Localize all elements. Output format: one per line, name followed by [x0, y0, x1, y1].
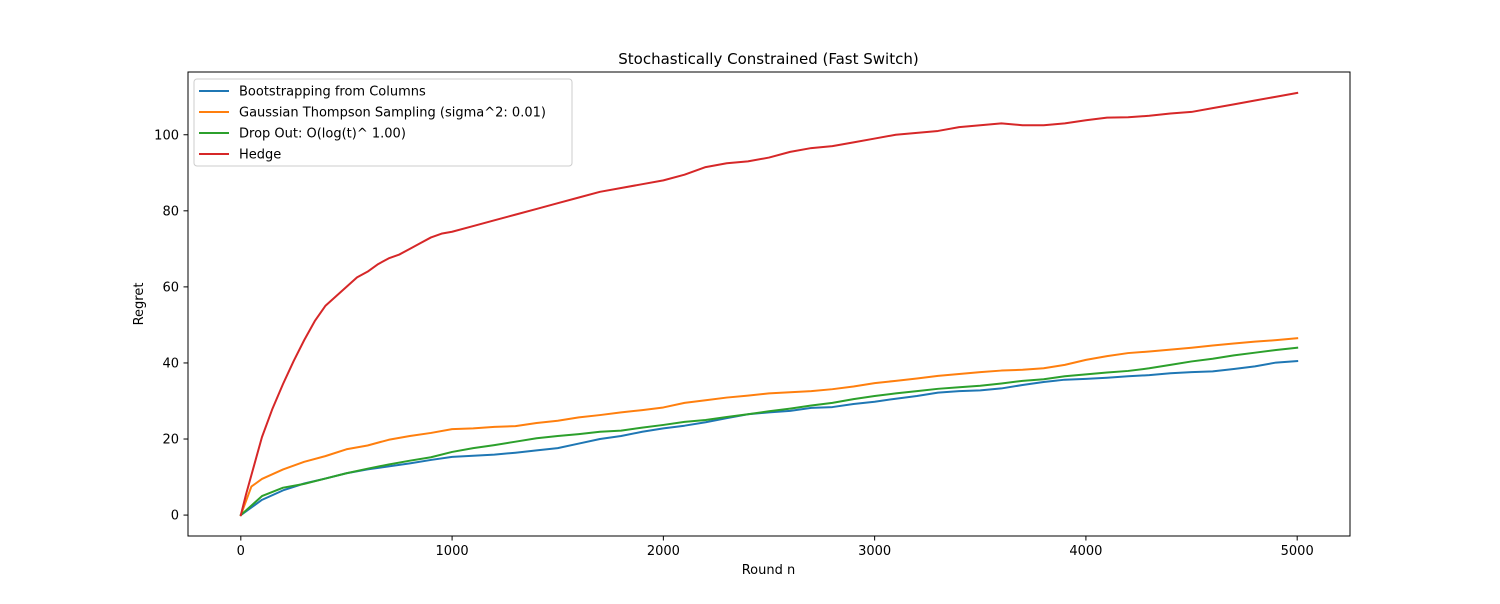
y-tick-label: 20 [162, 433, 179, 448]
y-tick-label: 80 [162, 204, 179, 219]
legend: Bootstrapping from Columns Gaussian Thomp… [193, 78, 573, 167]
y-tick-label: 40 [162, 356, 179, 371]
y-tick-label: 0 [171, 509, 179, 524]
y-tick-label: 100 [154, 128, 179, 143]
legend-box [193, 78, 573, 167]
series-line-1 [239, 359, 1299, 517]
plot-frame [187, 71, 1351, 537]
x-tick-label: 4000 [1069, 544, 1102, 559]
series-line-4 [239, 91, 1299, 517]
legend-label-2: Gaussian Thompson Sampling (sigma^2: 0.0… [239, 106, 546, 121]
y-tick-label: 60 [162, 280, 179, 295]
legend-label-4: Hedge [239, 148, 281, 163]
x-tick-label: 5000 [1281, 544, 1314, 559]
legend-label-1: Bootstrapping from Columns [239, 85, 426, 100]
series-layer [239, 91, 1299, 517]
series-line-3 [239, 346, 1299, 517]
legend-label-3: Drop Out: O(log(t)^ 1.00) [239, 127, 406, 142]
y-axis-ticks: 0 20 40 60 80 100 [154, 128, 188, 524]
chart-title: Stochastically Constrained (Fast Switch) [618, 50, 918, 68]
x-tick-label: 0 [237, 544, 245, 559]
x-axis-label: Round n [742, 563, 796, 578]
x-axis-ticks: 0 1000 2000 3000 4000 5000 [237, 536, 1314, 559]
x-tick-label: 2000 [647, 544, 680, 559]
y-axis-label: Regret [132, 283, 147, 326]
series-line-2 [239, 337, 1299, 517]
legend-items: Bootstrapping from Columns Gaussian Thomp… [199, 85, 546, 163]
x-tick-label: 1000 [436, 544, 469, 559]
x-tick-label: 3000 [858, 544, 891, 559]
